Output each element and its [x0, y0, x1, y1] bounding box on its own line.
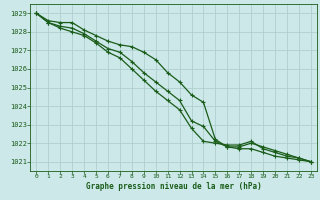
X-axis label: Graphe pression niveau de la mer (hPa): Graphe pression niveau de la mer (hPa): [86, 182, 261, 191]
